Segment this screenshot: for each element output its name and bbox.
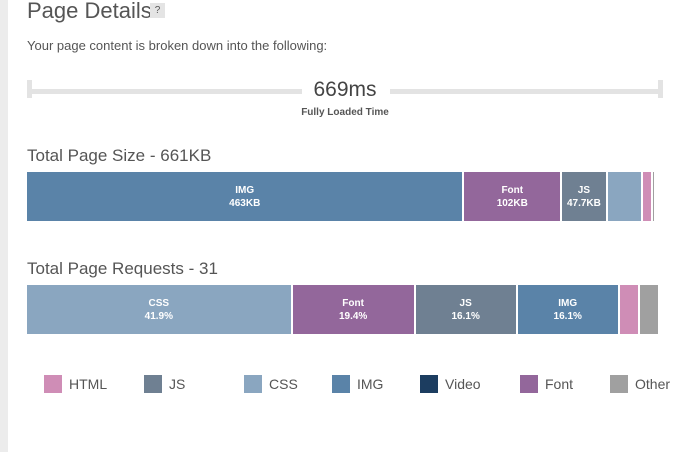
legend-swatch — [520, 375, 538, 393]
timeline-left — [27, 89, 302, 94]
segment-value: 41.9% — [144, 310, 173, 322]
segment-other[interactable] — [640, 285, 659, 334]
segment-value: 102KB — [496, 197, 528, 209]
segment-label: JS — [577, 184, 591, 196]
legend-label: HTML — [69, 376, 108, 392]
segment-label: Font — [501, 184, 524, 196]
load-time-label: Fully Loaded Time — [301, 107, 389, 118]
segment-label: JS — [459, 297, 472, 309]
help-icon[interactable]: ? — [150, 3, 165, 18]
segment-value: 19.4% — [338, 310, 368, 322]
segment-img[interactable]: IMG 463KB — [27, 172, 463, 221]
page-size-title: Total Page Size - 661KB — [27, 146, 212, 165]
page-size-bar: IMG 463KB Font 102KB JS 47.7KB — [27, 172, 661, 221]
legend-item-img: IMG — [332, 375, 420, 393]
timeline-end-cap — [658, 80, 663, 98]
segment-value: 16.1% — [451, 310, 480, 322]
segment-label: CSS — [148, 297, 170, 309]
legend-item-html: HTML — [44, 375, 144, 393]
left-border — [0, 0, 8, 452]
legend-item-video: Video — [420, 375, 520, 393]
legend-item-other: Other — [610, 375, 686, 393]
segment-other[interactable] — [652, 172, 654, 221]
legend-item-css: CSS — [244, 375, 332, 393]
segment-value: 16.1% — [553, 310, 582, 322]
legend-label: Video — [445, 376, 481, 392]
page-title: Page Details — [27, 0, 152, 23]
segment-font[interactable]: Font 19.4% — [292, 285, 414, 334]
segment-js[interactable]: JS 47.7KB — [562, 172, 606, 221]
legend-swatch — [244, 375, 262, 393]
segment-html[interactable] — [619, 285, 639, 334]
segment-js[interactable]: JS 16.1% — [415, 285, 516, 334]
legend-swatch — [44, 375, 62, 393]
segment-font[interactable]: Font 102KB — [464, 172, 561, 221]
segment-value: 463KB — [229, 197, 261, 209]
load-time-value: 669ms — [313, 78, 377, 101]
legend-swatch — [610, 375, 628, 393]
segment-value: 47.7KB — [566, 197, 601, 209]
legend-swatch — [144, 375, 162, 393]
legend-label: Other — [635, 376, 671, 392]
segment-img[interactable]: IMG 16.1% — [517, 285, 618, 334]
segment-css[interactable]: CSS 41.9% — [27, 285, 291, 334]
legend-swatch — [332, 375, 350, 393]
legend-label: Font — [545, 376, 574, 392]
segment-label: IMG — [558, 297, 578, 309]
legend-label: JS — [169, 376, 186, 392]
segment-html[interactable] — [643, 172, 651, 221]
timeline-right — [390, 89, 660, 94]
segment-label: Font — [342, 297, 364, 309]
legend-label: CSS — [269, 376, 298, 392]
page-requests-title: Total Page Requests - 31 — [27, 259, 218, 278]
page-requests-bar: CSS 41.9% Font 19.4% JS 16.1% IMG 16.1% — [27, 285, 661, 334]
legend: HTML JS CSS IMG Video Font Other — [44, 375, 686, 393]
legend-swatch — [420, 375, 438, 393]
legend-label: IMG — [357, 376, 384, 392]
legend-item-font: Font — [520, 375, 610, 393]
segment-label: IMG — [235, 184, 255, 196]
description: Your page content is broken down into th… — [27, 38, 328, 53]
segment-css[interactable] — [607, 172, 642, 221]
legend-item-js: JS — [144, 375, 244, 393]
